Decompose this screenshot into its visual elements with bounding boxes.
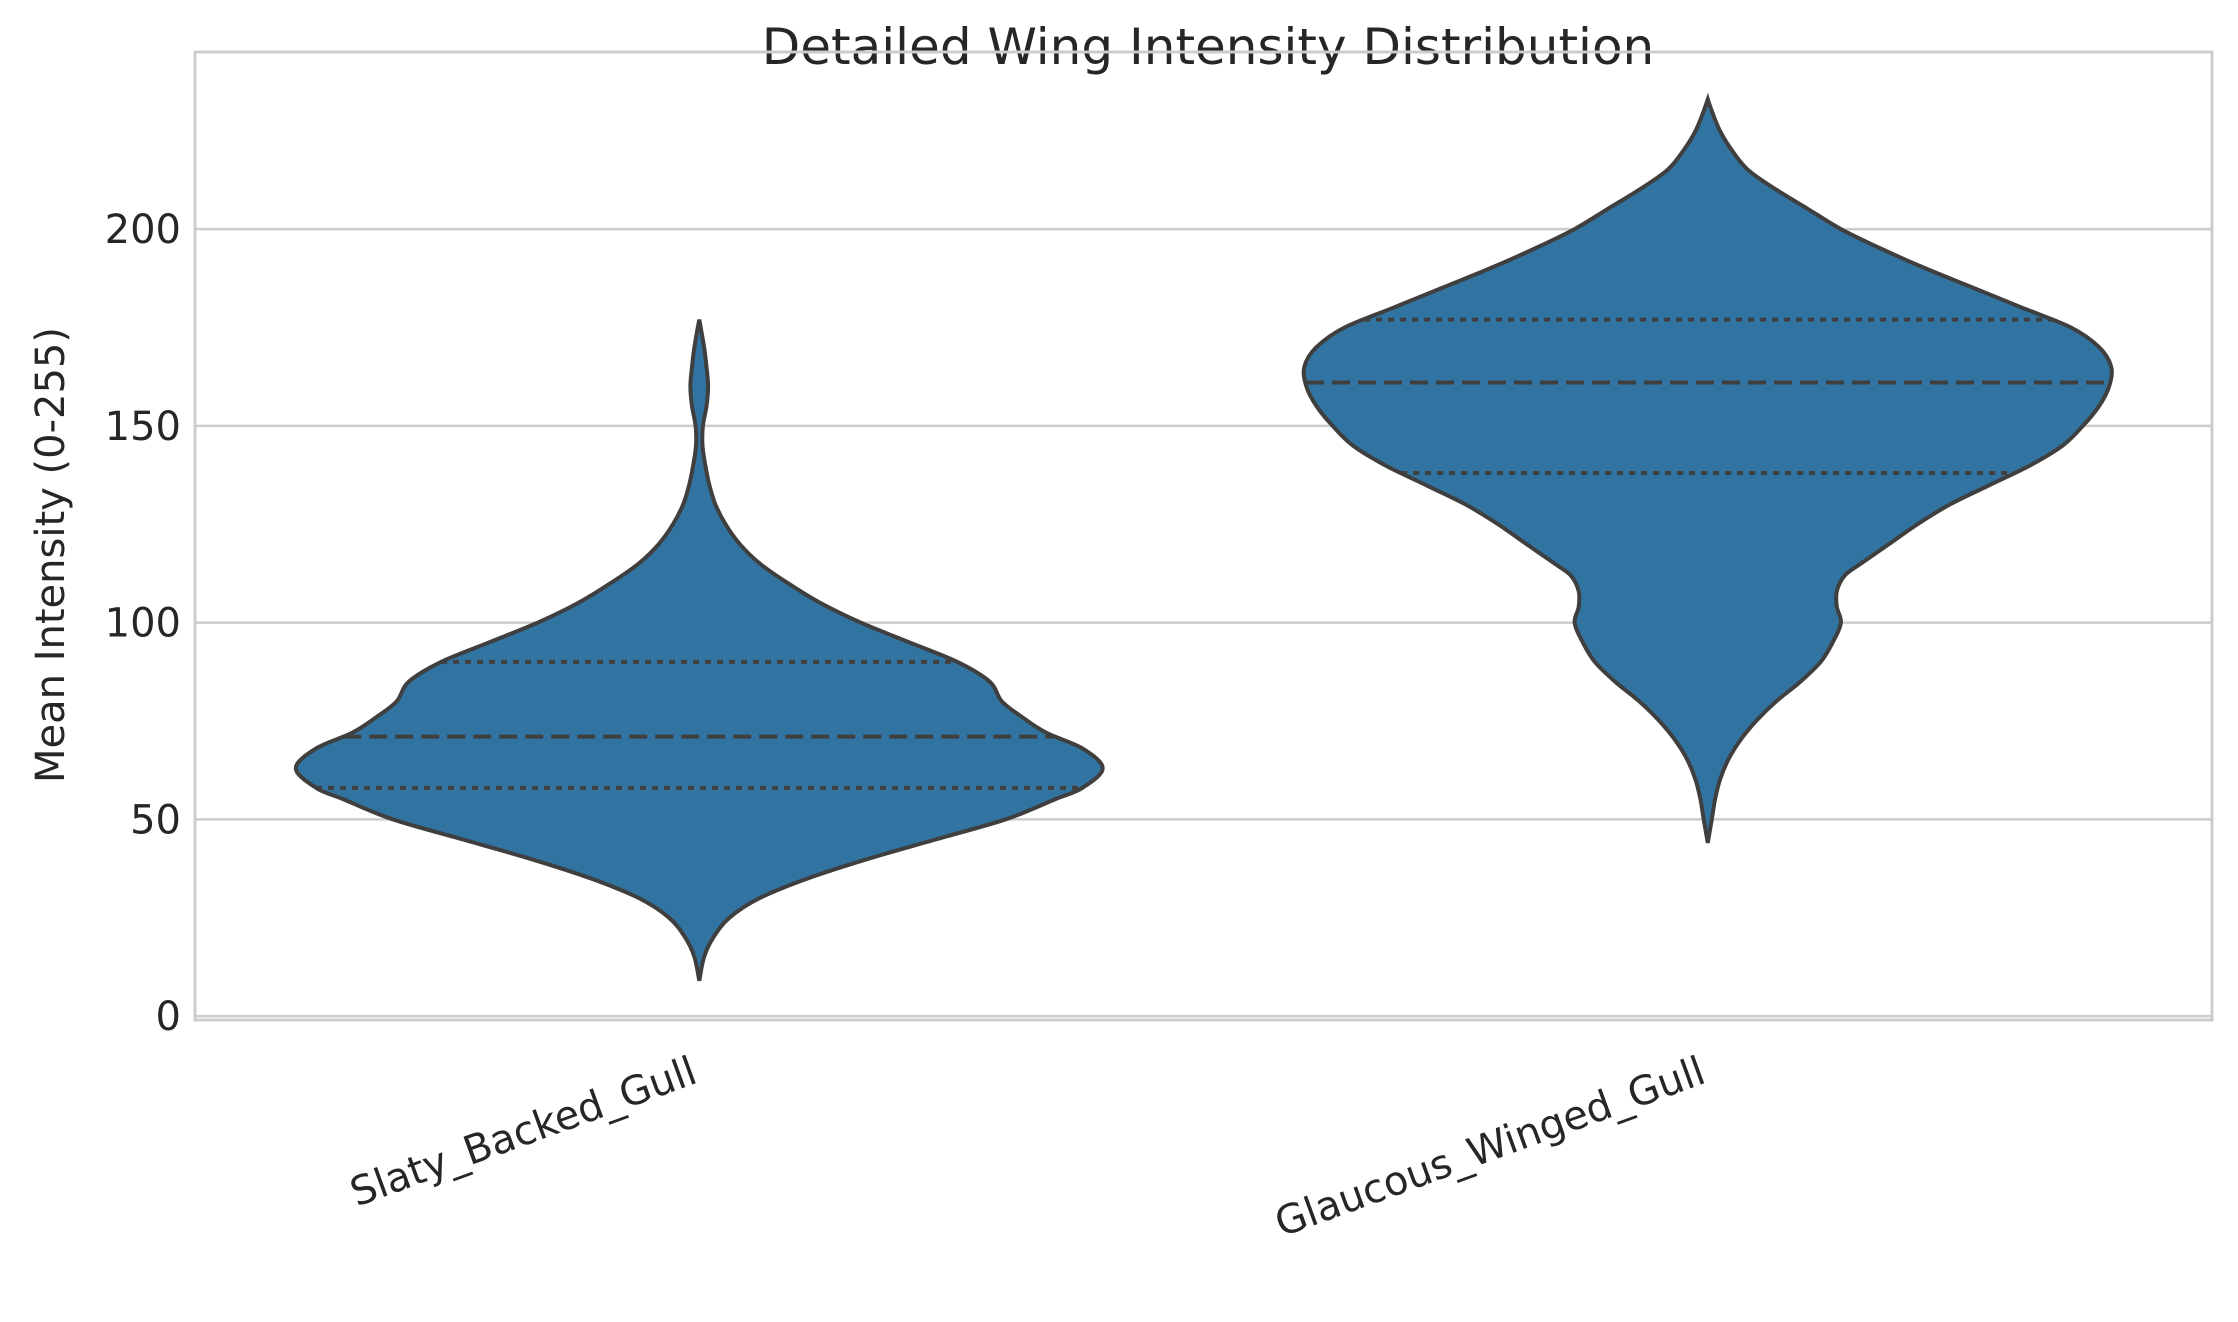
violin-body <box>1301 92 2114 844</box>
y-tick-label: 100 <box>105 601 181 647</box>
x-axis-ticks: Slaty_Backed_Gull Glaucous_Winged_Gull <box>344 1048 1711 1246</box>
y-axis-label: Mean Intensity (0-255) <box>28 327 74 783</box>
y-tick-label: 50 <box>130 797 181 843</box>
y-tick-label: 200 <box>105 207 181 253</box>
y-axis-ticks: 0 50 100 150 200 <box>105 207 181 1040</box>
chart-title: Detailed Wing Intensity Distribution <box>762 18 1654 76</box>
y-tick-label: 150 <box>105 404 181 450</box>
x-tick-label: Glaucous_Winged_Gull <box>1269 1048 1711 1246</box>
violins <box>293 92 2114 982</box>
violin-body <box>293 319 1105 982</box>
x-tick-label: Slaty_Backed_Gull <box>344 1048 702 1216</box>
y-tick-label: 0 <box>156 994 181 1040</box>
plot-frame <box>193 50 2214 1022</box>
